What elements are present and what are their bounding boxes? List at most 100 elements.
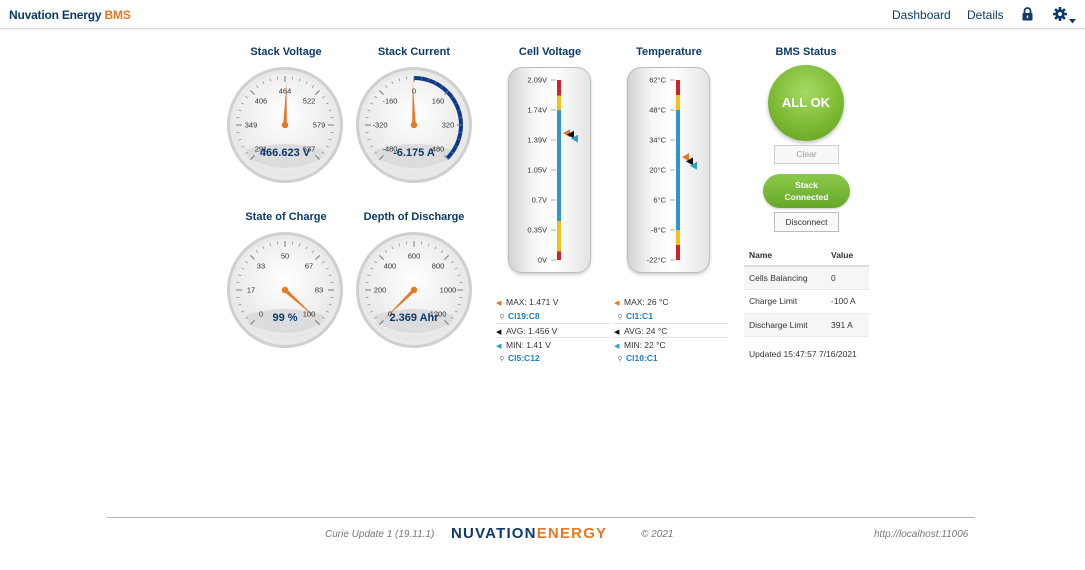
param-value: -100 A	[826, 289, 869, 314]
gauge-tick-label: 67	[304, 261, 314, 271]
gauge-title-depth-of-discharge: Depth of Discharge	[363, 211, 465, 223]
gauge-tick-label: 160	[431, 96, 445, 106]
stat-min-row: ◀ MIN: 22 °C	[614, 337, 728, 351]
brand-logo[interactable]: Nuvation Energy BMS	[9, 8, 131, 22]
gauge-tick-label: 50	[280, 251, 290, 261]
stat-max-cell-row: ⚲ Cl19:C8	[496, 309, 610, 323]
magnifier-icon: ⚲	[617, 314, 623, 321]
thermo-scale-label: 1.74V	[527, 105, 547, 115]
stat-max-label: MAX: 1.471 V	[506, 297, 559, 307]
updated-timestamp: Updated 15:47:57 7/16/2021	[749, 349, 857, 359]
thermo-scale-label: 6°C	[653, 195, 666, 205]
magnifier-icon: ⚲	[499, 314, 505, 321]
temperature-stats: ◀ MAX: 26 °C ⚲ Cl1:C1 ◀ AVG: 24 °C ◀ MIN: 22…	[614, 295, 728, 365]
stat-min-label: MIN: 22 °C	[624, 340, 666, 350]
nav-details[interactable]: Details	[967, 8, 1004, 22]
param-name: Cells Balancing	[744, 266, 826, 290]
gauge-needle-hub	[410, 286, 418, 294]
thermometer-temperature: 62°C 48°C 34°C 20°C 6°C -8°C -22°C	[627, 67, 710, 273]
gauge-tick-label: -320	[372, 120, 388, 130]
stack-connected-button[interactable]: Stack Connected	[763, 174, 850, 208]
footer-logo-sub: ENERGY	[536, 525, 608, 542]
min-marker-icon: ◀	[496, 343, 502, 350]
caret-down-icon[interactable]	[1069, 11, 1076, 29]
stat-max-row: ◀ MAX: 1.471 V	[496, 295, 610, 309]
gauge-tick-label: 17	[246, 285, 256, 295]
thermo-band	[557, 95, 561, 111]
stat-min-cell-link[interactable]: Cl10:C1	[626, 353, 658, 363]
stat-min-cell-row: ⚲ Cl10:C1	[614, 351, 728, 365]
param-value: 391 A	[826, 313, 869, 337]
param-name: Charge Limit	[744, 289, 826, 314]
footer-divider	[107, 517, 975, 518]
thermo-marker-avg	[567, 130, 574, 139]
stat-avg-label: AVG: 24 °C	[624, 326, 668, 336]
gauge-title-stack-current: Stack Current	[377, 46, 451, 58]
stat-max-cell-row: ⚲ Cl1:C1	[614, 309, 728, 323]
thermo-title-cell-voltage: Cell Voltage	[518, 46, 582, 58]
gauge-readout: 466.623 V	[259, 147, 311, 159]
lock-icon[interactable]	[1022, 7, 1033, 26]
gauge-tick-label: 0	[411, 86, 417, 96]
thermo-scale-label: -22°C	[646, 255, 666, 265]
brand-main: Nuvation Energy	[9, 8, 102, 22]
gauge-needle	[384, 288, 416, 320]
stat-max-cell-link[interactable]: Cl19:C8	[508, 311, 540, 321]
thermo-scale-label: 0V	[537, 255, 547, 265]
clear-button[interactable]: Clear	[774, 145, 839, 164]
gauge-tick-label: 400	[383, 261, 397, 271]
thermo-marker-max	[563, 129, 570, 138]
gauge-tick-label: 33	[256, 261, 266, 271]
param-name: Discharge Limit	[744, 313, 826, 337]
gauge-needle	[283, 83, 287, 126]
avg-marker-icon: ◀	[496, 329, 502, 336]
gauge-readout: -6.175 A	[393, 147, 435, 159]
stat-max-cell-link[interactable]: Cl1:C1	[626, 311, 653, 321]
table-header-row: Name Value	[744, 245, 869, 267]
thermo-scale-label: 62°C	[649, 75, 666, 85]
column-header-value: Value	[826, 245, 869, 267]
nav-dashboard[interactable]: Dashboard	[892, 8, 951, 22]
stat-max-row: ◀ MAX: 26 °C	[614, 295, 728, 309]
avg-marker-icon: ◀	[614, 329, 620, 336]
status-indicator: ALL OK	[768, 65, 844, 141]
thermo-band	[676, 95, 680, 110]
gauge-tick-label: -480	[382, 144, 398, 154]
magnifier-icon: ⚲	[617, 356, 623, 363]
gauge-stack-current: -480 -320 -160 0 160 320 480 -6.175 A	[355, 66, 473, 184]
gauge-needle-hub	[281, 286, 289, 294]
gauge-tick-label: 579	[312, 120, 326, 130]
disconnect-button[interactable]: Disconnect	[774, 212, 839, 232]
table-row: Charge Limit -100 A	[744, 289, 869, 314]
gauge-tick-label: 1200	[429, 309, 447, 319]
stat-avg-row: ◀ AVG: 1.456 V	[496, 323, 610, 337]
gauge-tick-label: 1000	[439, 285, 457, 295]
gauge-tick-label: -160	[382, 96, 398, 106]
gauge-tick-label: 100	[302, 309, 316, 319]
stat-avg-row: ◀ AVG: 24 °C	[614, 323, 728, 337]
thermo-scale-label: 34°C	[649, 135, 666, 145]
table-row: Cells Balancing 0	[744, 266, 869, 290]
gauge-tick-label: 464	[278, 86, 292, 96]
thermo-band	[557, 110, 561, 222]
gauge-tick-label: 200	[373, 285, 387, 295]
gauge-tick-label: 600	[407, 251, 421, 261]
thermo-scale-label: 0.35V	[527, 225, 547, 235]
gauge-tick-label: 320	[441, 120, 455, 130]
stat-min-cell-link[interactable]: Cl5:C12	[508, 353, 540, 363]
gauge-tick-label: 83	[314, 285, 324, 295]
top-navbar: Nuvation Energy BMS Dashboard Details	[0, 0, 1085, 29]
max-marker-icon: ◀	[614, 300, 620, 307]
gauge-tick-label: 0	[258, 309, 264, 319]
stat-min-label: MIN: 1.41 V	[506, 340, 551, 350]
column-header-name: Name	[744, 245, 826, 267]
stat-avg-label: AVG: 1.456 V	[506, 326, 558, 336]
thermo-marker-min	[690, 161, 697, 170]
thermo-scale-label: 1.39V	[527, 135, 547, 145]
thermo-marker-avg	[686, 157, 693, 166]
thermo-scale-label: 0.7V	[531, 195, 547, 205]
gear-icon[interactable]	[1053, 7, 1067, 26]
param-value: 0	[826, 266, 869, 290]
gauge-tick-label: 349	[244, 120, 258, 130]
magnifier-icon: ⚲	[499, 356, 505, 363]
